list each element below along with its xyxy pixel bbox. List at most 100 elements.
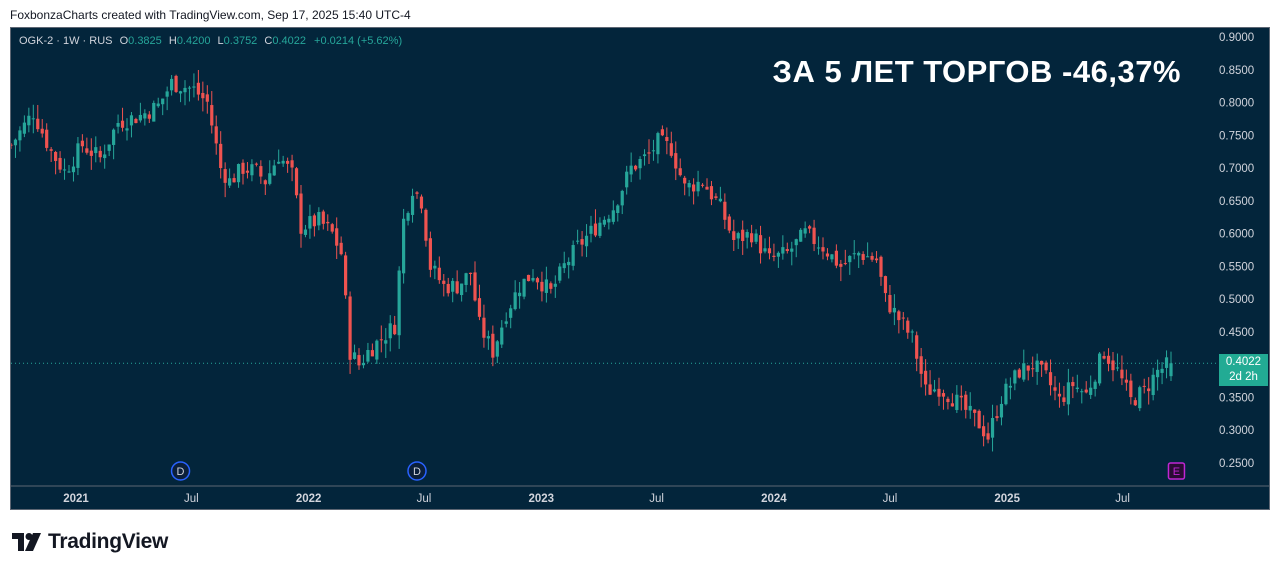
candle-body: [406, 213, 410, 221]
candle-body: [968, 405, 972, 411]
candle-body: [357, 355, 361, 366]
candle-body: [830, 254, 834, 260]
candle-body: [1142, 385, 1146, 387]
candle-body: [544, 279, 548, 293]
candle-body: [812, 227, 816, 245]
candle-body: [821, 247, 825, 252]
candle-body: [464, 273, 468, 285]
candle-body: [277, 161, 281, 164]
candle-body: [714, 196, 718, 198]
candle-body: [460, 283, 464, 296]
candle-body: [1164, 357, 1169, 368]
candle-body: [13, 139, 18, 146]
candle-body: [598, 222, 602, 236]
candle-body: [678, 168, 682, 176]
candle-body: [107, 144, 111, 151]
candle-body: [352, 352, 357, 359]
candle-body: [834, 250, 838, 266]
candle-body: [375, 340, 379, 360]
candle-body: [727, 216, 731, 231]
candle-body: [906, 320, 910, 333]
y-tick-label: 0.3500: [1219, 392, 1254, 404]
candle-body: [839, 263, 843, 267]
chart-area[interactable]: 0.25000.30000.35000.40000.45000.50000.55…: [10, 27, 1270, 510]
candle-body: [1106, 355, 1111, 364]
symbol-label[interactable]: OGK-2 · 1W · RUS: [19, 35, 113, 47]
y-tick-label: 0.3000: [1219, 425, 1254, 437]
event-label: E: [1173, 466, 1180, 478]
candles: [11, 70, 1173, 452]
y-tick-label: 0.6000: [1219, 229, 1254, 241]
y-tick-label: 0.2500: [1219, 458, 1254, 470]
candle-body: [415, 192, 419, 194]
candle-body: [196, 82, 200, 95]
y-tick-label: 0.5000: [1219, 294, 1254, 306]
candle-body: [567, 261, 571, 266]
candle-body: [937, 388, 941, 397]
candle-body: [558, 266, 562, 281]
tradingview-logo[interactable]: TradingView: [12, 530, 168, 554]
candle-body: [312, 215, 316, 227]
candle-body: [562, 263, 566, 269]
candle-body: [156, 103, 160, 107]
candle-body: [410, 195, 415, 215]
candle-body: [571, 245, 575, 266]
last-price-badge: 0.4022 2d 2h: [1219, 354, 1268, 386]
candle-body: [1124, 379, 1128, 383]
candle-body: [1071, 382, 1075, 387]
candle-body: [843, 263, 847, 265]
candle-body: [22, 122, 26, 134]
x-tick-label: 2025: [994, 493, 1020, 505]
candle-body: [629, 165, 633, 175]
candle-body: [669, 143, 673, 156]
candle-body: [973, 409, 977, 413]
candle-body: [344, 255, 348, 296]
candle-body: [495, 341, 499, 357]
x-tick-label: Jul: [184, 493, 199, 505]
candle-body: [732, 231, 736, 240]
candle-body: [593, 223, 598, 236]
candle-body: [27, 115, 31, 126]
candle-body: [384, 340, 388, 344]
candlestick-chart[interactable]: 0.25000.30000.35000.40000.45000.50000.55…: [11, 28, 1270, 510]
candle-body: [1017, 369, 1021, 378]
candle-body: [1053, 387, 1057, 391]
candle-body: [259, 166, 263, 177]
ohlc-legend: OGK-2 · 1W · RUS O0.3825 H0.4200 L0.3752…: [19, 35, 402, 47]
candle-body: [874, 258, 879, 261]
candle-body: [932, 389, 937, 392]
candle-body: [959, 395, 963, 398]
candle-body: [665, 137, 669, 141]
candle-body: [326, 221, 330, 224]
open-key: O: [119, 35, 129, 47]
y-tick-label: 0.7500: [1219, 130, 1254, 142]
candle-body: [330, 224, 334, 232]
candle-body: [513, 292, 517, 310]
candle-body: [549, 283, 553, 289]
change-value: +0.0214 (+5.62%): [314, 35, 403, 47]
x-tick-label: 2022: [296, 493, 322, 505]
candle-body: [1075, 387, 1079, 390]
candle-body: [941, 393, 946, 397]
candle-body: [1026, 365, 1030, 371]
candle-body: [776, 252, 780, 257]
candle-body: [526, 274, 531, 282]
y-tick-label: 0.8500: [1219, 65, 1254, 77]
candle-body: [1115, 367, 1120, 369]
candle-body: [518, 292, 522, 297]
candle-body: [1057, 393, 1062, 397]
candle-body: [468, 272, 473, 274]
candle-body: [174, 75, 178, 92]
x-tick-label: 2021: [63, 493, 89, 505]
candle-body: [85, 148, 89, 153]
candle-body: [924, 370, 928, 385]
last-price-value: 0.4022: [1225, 356, 1262, 368]
candle-body: [999, 403, 1004, 418]
candle-body: [94, 147, 98, 154]
candle-body: [393, 324, 397, 335]
candle-body: [473, 272, 477, 301]
tradingview-logo-text: TradingView: [48, 530, 169, 553]
dividend-marker: [170, 461, 191, 481]
candle-body: [589, 225, 593, 234]
earnings-marker: [1167, 462, 1186, 480]
